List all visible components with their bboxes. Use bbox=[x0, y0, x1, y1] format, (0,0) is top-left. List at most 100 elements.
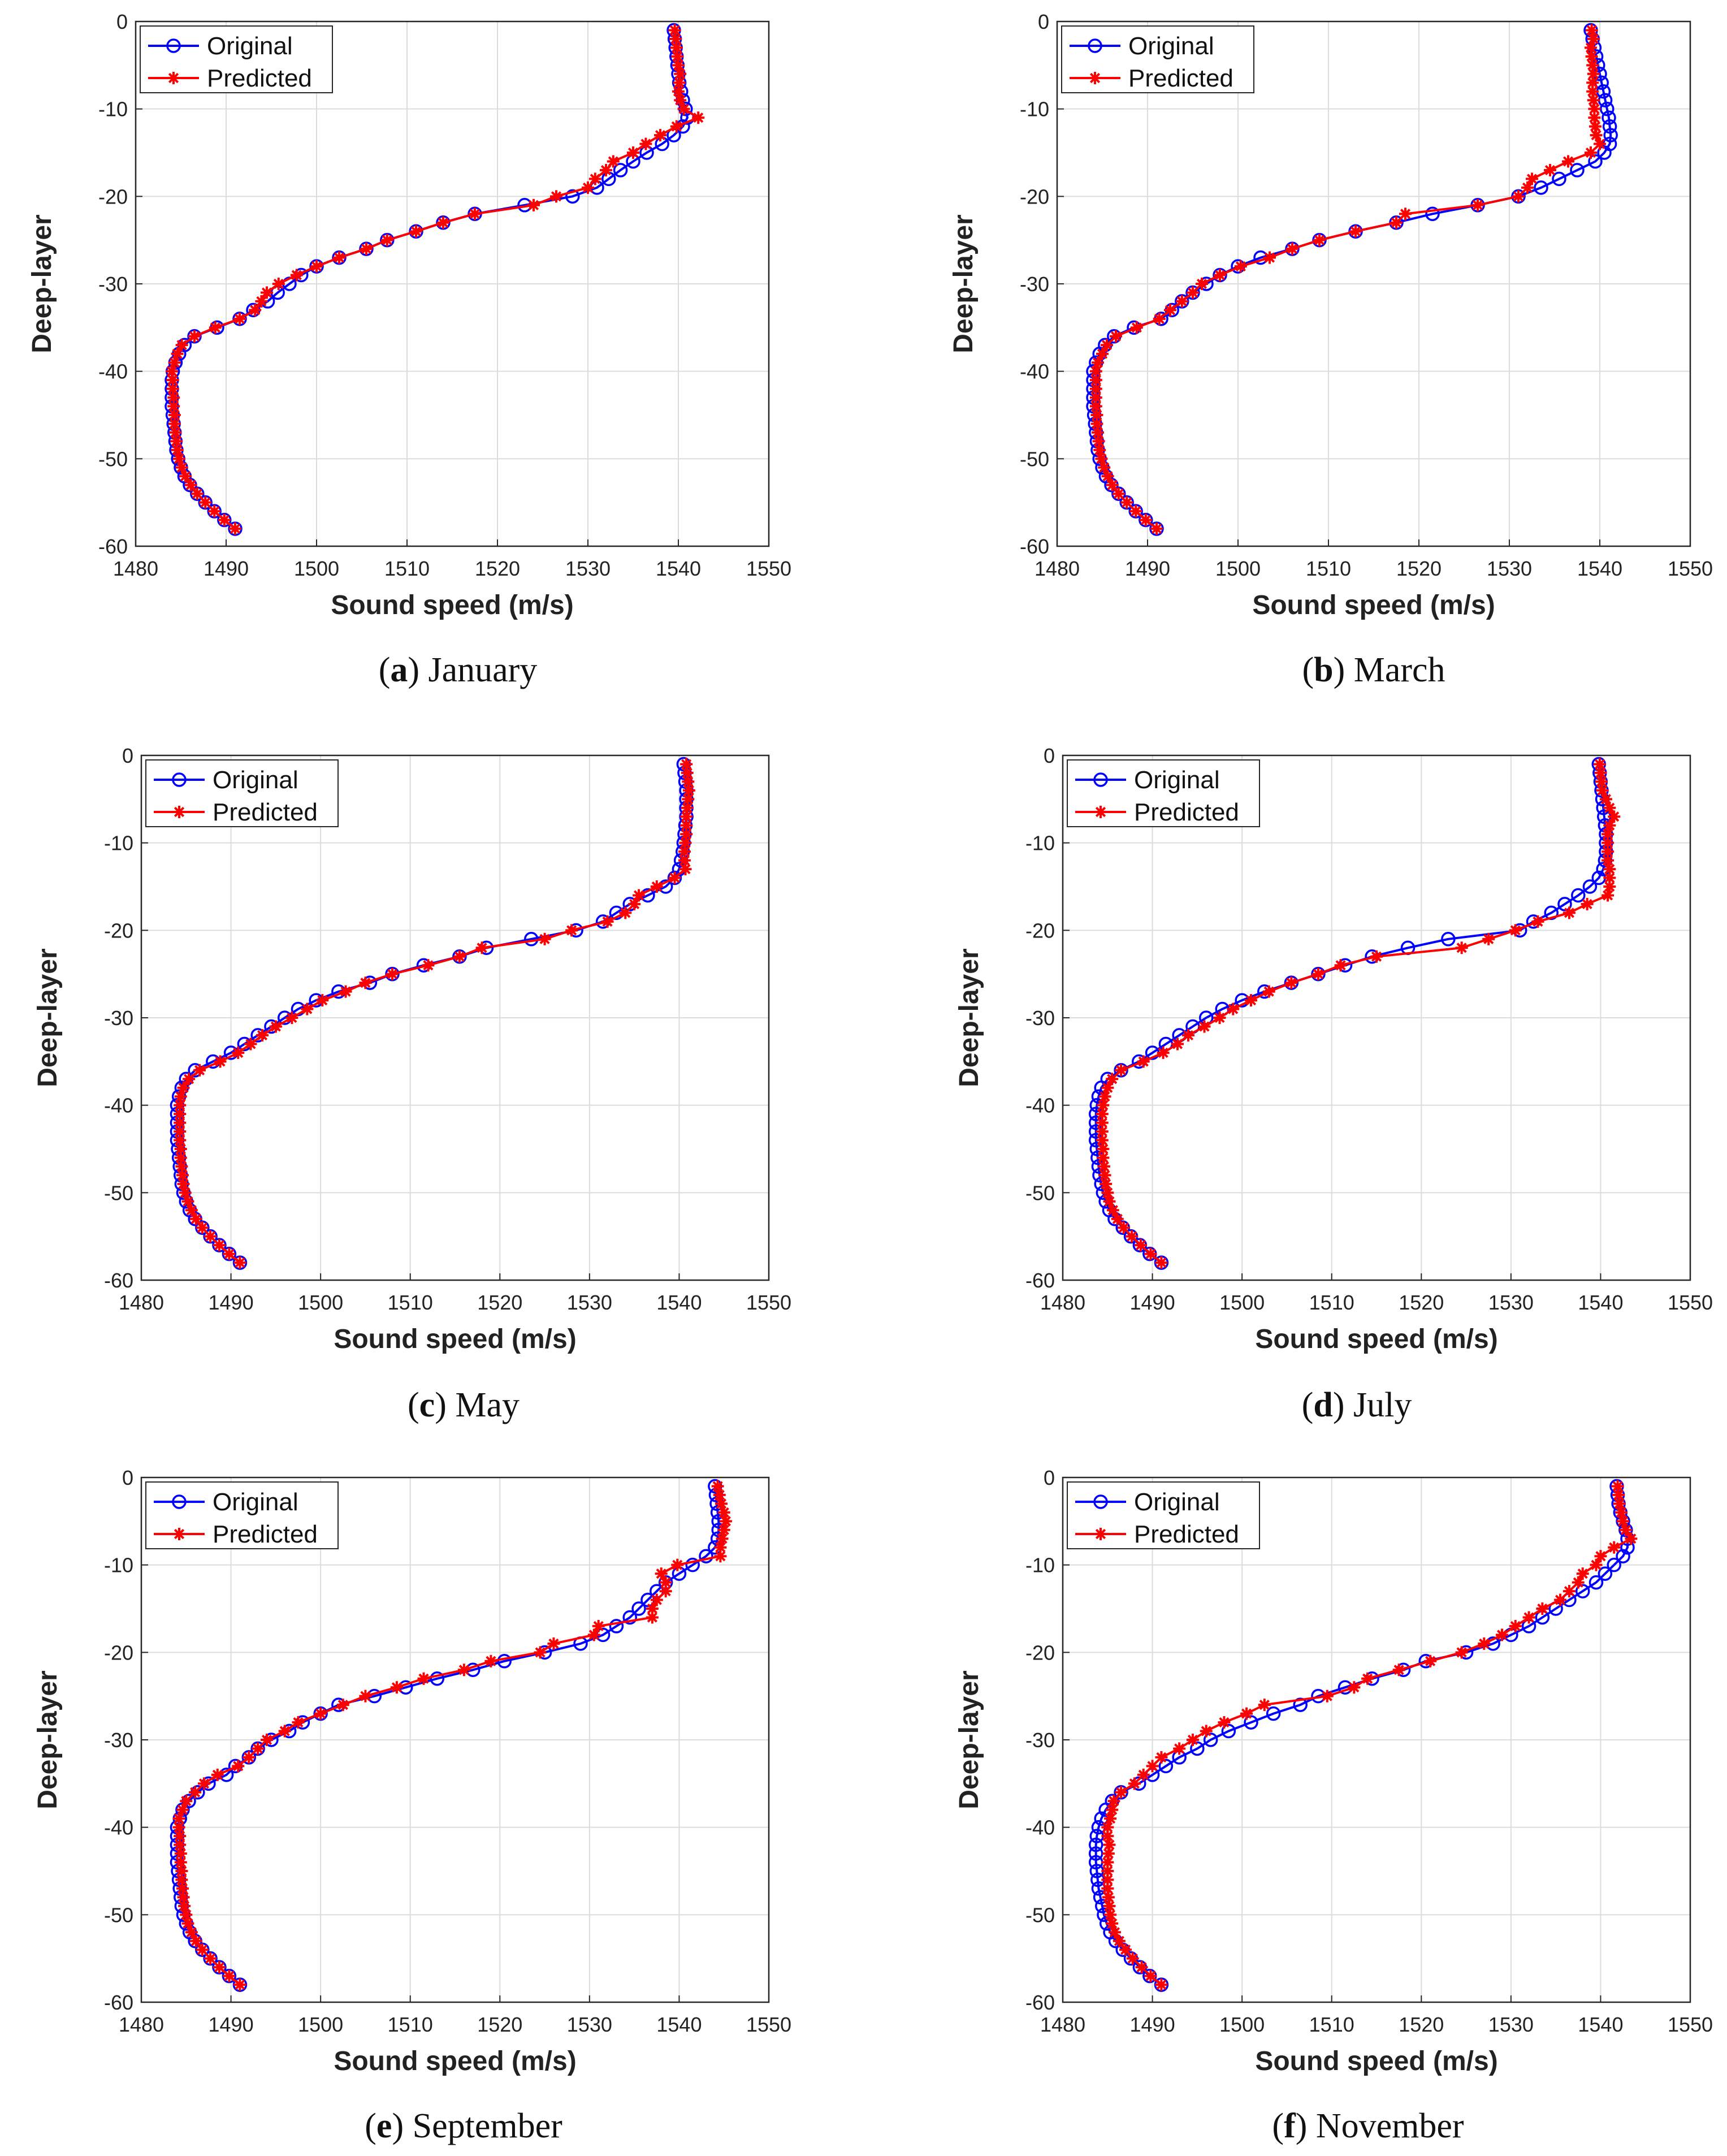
data-point-predicted bbox=[1089, 391, 1102, 404]
y-tick-label: 0 bbox=[1044, 1466, 1055, 1489]
data-point-original bbox=[1425, 206, 1440, 222]
y-axis-label: Deep-layer bbox=[33, 948, 63, 1087]
data-point-predicted bbox=[607, 155, 620, 168]
data-point-predicted bbox=[1218, 1716, 1231, 1729]
data-point-predicted bbox=[1496, 1628, 1508, 1641]
data-point-original bbox=[1158, 1758, 1174, 1774]
data-point-predicted bbox=[316, 994, 329, 1007]
data-point-predicted bbox=[1611, 1480, 1624, 1493]
data-point-predicted bbox=[1334, 959, 1347, 972]
data-point-predicted bbox=[628, 897, 641, 910]
data-point-predicted bbox=[261, 1734, 273, 1746]
x-axis-label: Sound speed (m/s) bbox=[1255, 1324, 1497, 1354]
data-point-predicted bbox=[1521, 181, 1534, 194]
x-tick-label: 1500 bbox=[294, 557, 339, 580]
data-point-predicted bbox=[422, 959, 435, 972]
x-axis-label: Sound speed (m/s) bbox=[1255, 2046, 1497, 2076]
data-point-predicted bbox=[1186, 1734, 1199, 1746]
x-axis-label: Sound speed (m/s) bbox=[1252, 590, 1495, 620]
x-tick-label: 1490 bbox=[204, 557, 249, 580]
data-point-predicted bbox=[196, 1221, 209, 1234]
data-point-predicted bbox=[1399, 208, 1412, 221]
data-point-predicted bbox=[1321, 1690, 1334, 1703]
data-point-predicted bbox=[1106, 478, 1119, 491]
data-point-predicted bbox=[547, 1637, 560, 1650]
data-point-predicted bbox=[457, 1664, 470, 1677]
data-point-predicted bbox=[339, 985, 352, 998]
data-point-predicted bbox=[538, 932, 551, 945]
data-point-predicted bbox=[213, 1239, 226, 1252]
data-point-predicted bbox=[1258, 1699, 1271, 1712]
x-tick-label: 1530 bbox=[567, 2013, 612, 2036]
data-point-predicted bbox=[1313, 234, 1326, 247]
data-point-predicted bbox=[292, 1716, 305, 1729]
data-point-predicted bbox=[1157, 1046, 1170, 1059]
data-point-predicted bbox=[233, 312, 246, 325]
data-point-predicted bbox=[1594, 766, 1607, 779]
caption-january: (a) January bbox=[379, 651, 538, 689]
x-tick-label: 1540 bbox=[656, 1291, 702, 1314]
caption-month: November bbox=[1316, 2107, 1464, 2145]
caption-letter: f bbox=[1284, 2107, 1296, 2145]
data-point-original bbox=[685, 1557, 700, 1572]
panel-november: 1480 1490 1500 1510 1520 1530 1540 1550 0 -10 -20 -… bbox=[954, 1466, 1713, 2076]
data-point-predicted bbox=[1536, 1602, 1549, 1615]
data-point-predicted bbox=[1285, 977, 1298, 990]
data-point-predicted bbox=[1101, 1081, 1114, 1094]
data-point-predicted bbox=[1182, 1029, 1194, 1042]
data-point-predicted bbox=[1101, 470, 1114, 483]
y-axis-label: Deep-layer bbox=[949, 214, 979, 353]
data-point-predicted bbox=[179, 470, 192, 483]
data-point-predicted bbox=[437, 216, 449, 229]
x-tick-label: 1520 bbox=[477, 2013, 522, 2036]
x-tick-label: 1550 bbox=[746, 2013, 791, 2036]
legend-marker-predicted bbox=[1094, 806, 1107, 818]
data-point-predicted bbox=[582, 181, 594, 194]
data-point-original bbox=[609, 1619, 624, 1634]
data-point-predicted bbox=[1098, 1090, 1111, 1103]
data-point-predicted bbox=[191, 487, 204, 500]
data-point-predicted bbox=[336, 1699, 349, 1712]
data-point-predicted bbox=[1104, 1812, 1117, 1825]
data-point-predicted bbox=[1100, 1177, 1113, 1190]
y-tick-label: -50 bbox=[104, 1181, 133, 1204]
data-point-predicted bbox=[1603, 880, 1616, 893]
data-point-predicted bbox=[1594, 137, 1606, 150]
data-point-predicted bbox=[1390, 216, 1403, 229]
panel-may: 1480 1490 1500 1510 1520 1530 1540 1550 0 -10 -20 -… bbox=[33, 744, 791, 1354]
data-point-predicted bbox=[1603, 819, 1616, 832]
data-point-predicted bbox=[1370, 950, 1383, 963]
data-point-predicted bbox=[1227, 1003, 1240, 1016]
caption-may: (c) May bbox=[408, 1386, 520, 1424]
data-point-predicted bbox=[211, 1768, 224, 1781]
legend-label-predicted: Predicted bbox=[1134, 1520, 1239, 1548]
data-point-original bbox=[1602, 110, 1616, 125]
data-point-predicted bbox=[167, 391, 180, 404]
data-point-original bbox=[1603, 128, 1618, 142]
data-point-predicted bbox=[1590, 1558, 1603, 1571]
data-point-predicted bbox=[232, 1760, 245, 1773]
data-point-predicted bbox=[715, 1497, 728, 1510]
data-point-predicted bbox=[1129, 505, 1142, 518]
data-point-predicted bbox=[390, 1681, 403, 1694]
data-point-predicted bbox=[204, 1230, 217, 1243]
y-tick-label: 0 bbox=[1038, 10, 1049, 33]
data-point-predicted bbox=[193, 1064, 206, 1077]
data-point-predicted bbox=[1603, 801, 1616, 814]
x-tick-label: 1530 bbox=[1487, 557, 1532, 580]
legend-marker-original bbox=[1093, 1494, 1108, 1509]
data-point-original bbox=[1534, 180, 1548, 195]
data-point-predicted bbox=[223, 1247, 236, 1260]
caption-letter: c bbox=[419, 1386, 435, 1424]
data-point-predicted bbox=[670, 120, 683, 133]
caption-september: (e) September bbox=[365, 2107, 562, 2145]
x-tick-label: 1550 bbox=[746, 1291, 791, 1314]
data-point-predicted bbox=[1608, 810, 1621, 823]
x-tick-label: 1510 bbox=[388, 1291, 433, 1314]
x-tick-label: 1490 bbox=[1130, 1291, 1175, 1314]
data-point-predicted bbox=[185, 1926, 198, 1939]
legend-label-predicted: Predicted bbox=[207, 64, 312, 92]
data-point-predicted bbox=[1101, 1186, 1114, 1199]
y-tick-label: -10 bbox=[104, 832, 133, 855]
data-point-predicted bbox=[189, 1786, 202, 1799]
